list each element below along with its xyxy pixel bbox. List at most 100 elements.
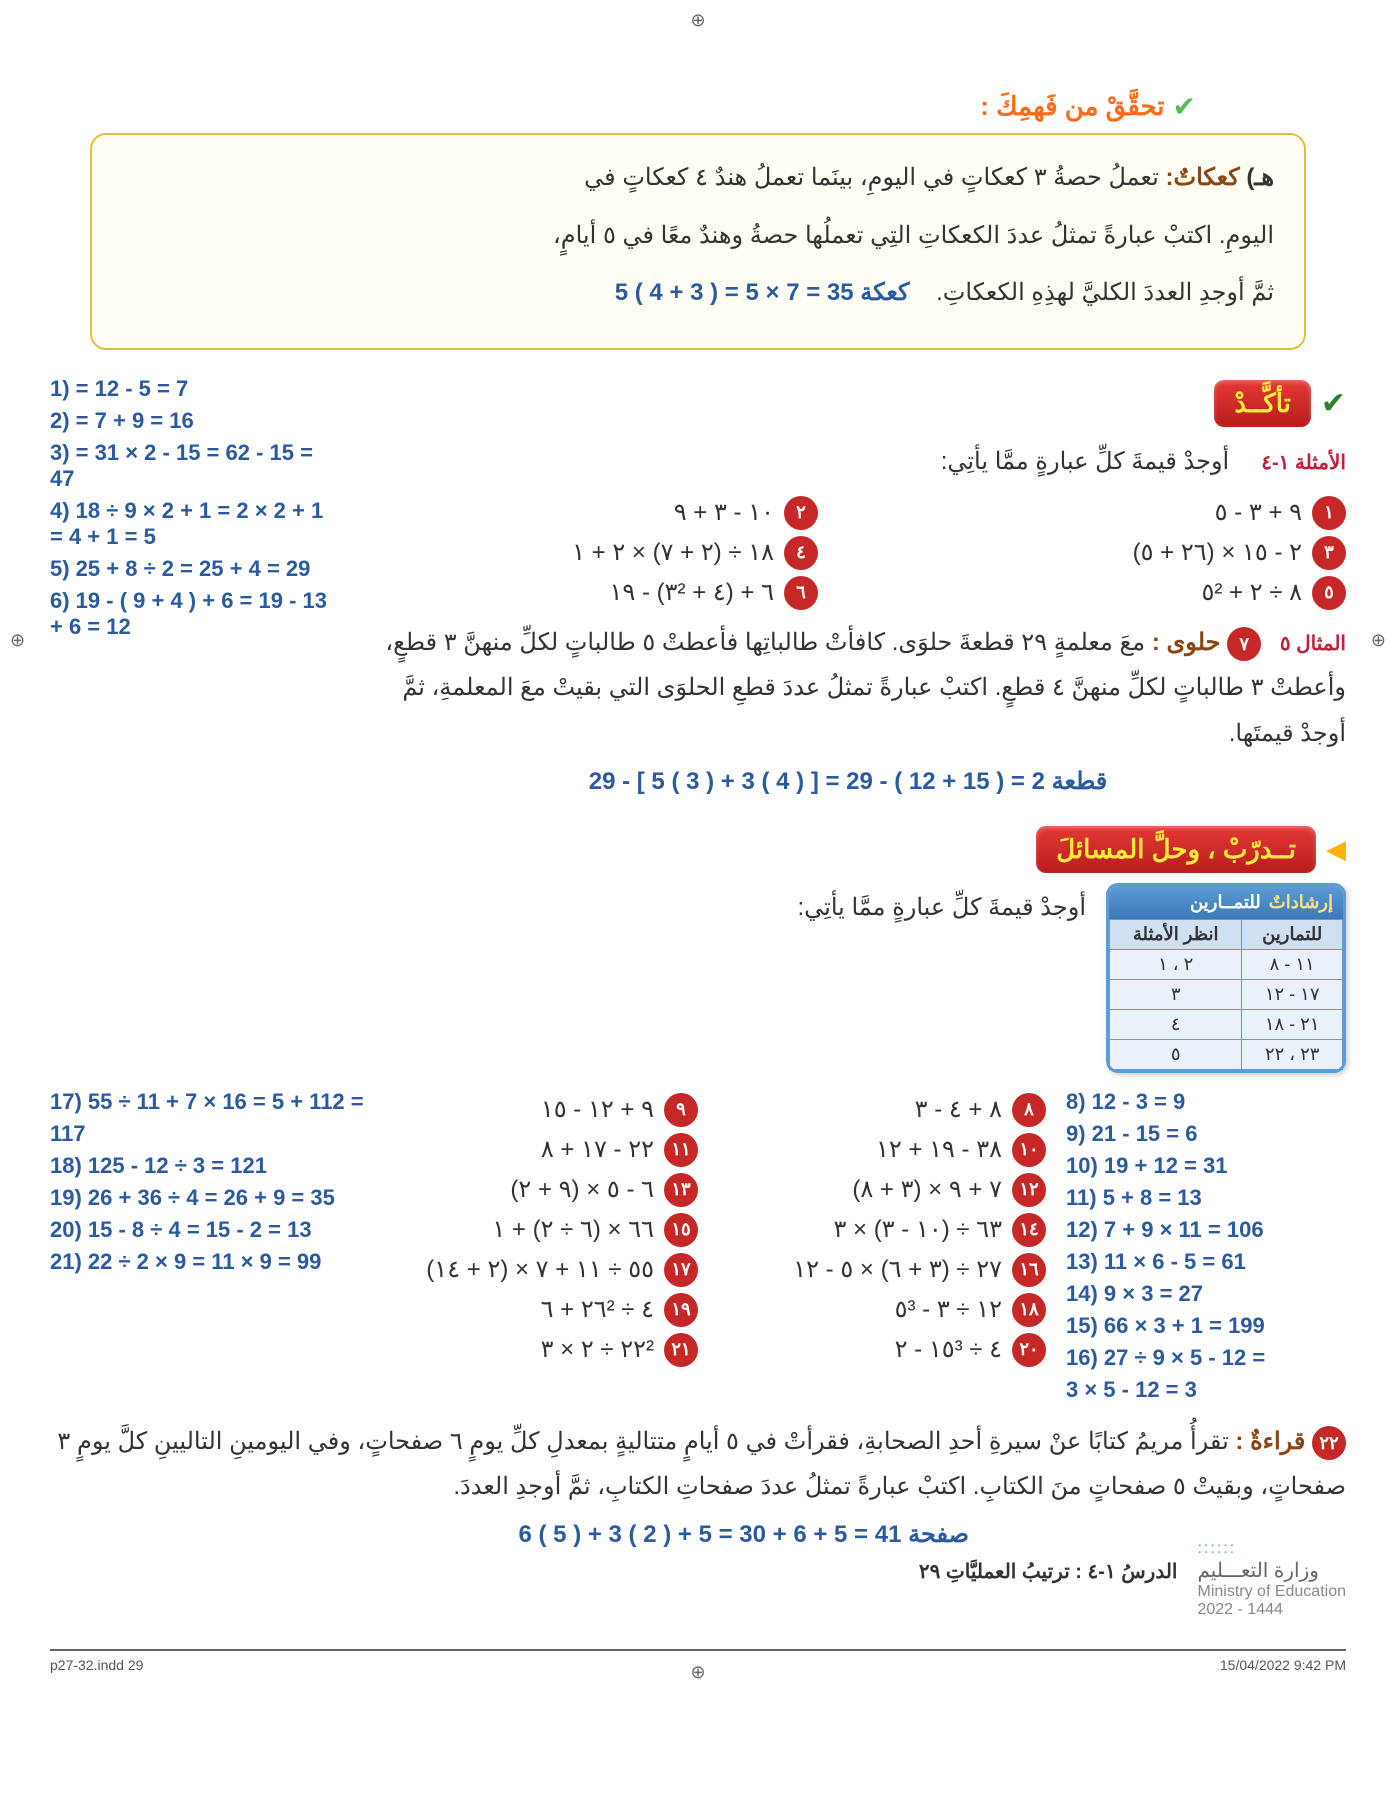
num-9: ٩ [664,1093,698,1127]
footer-right: 15/04/2022 9:42 PM [1220,1657,1346,1673]
expr-5: ٥² + ٨ ÷ ٢ [1201,578,1302,607]
expr-16: ٢٧ ÷ (٣ + ٦) × ٥ - ١٢ [793,1255,1002,1284]
taakad-grid: ١٩ + ٣ - ٥ ٢١٠ - ٣ + ٩ ٣(٢٦ + ٥) × ٢ - ١… [350,496,1346,610]
guide-table: للتمارينانظر الأمثلة ١١ - ٨٢ ، ١ ١٧ - ١٢… [1109,919,1343,1070]
num-13: ١٣ [664,1173,698,1207]
cakes-text2: اليومِ. اكتبْ عبارةً تمثلُ عددَ الكعكاتِ… [122,213,1274,259]
guide-irsh: إرشاداتٌ [1269,892,1333,913]
ministry-block: :::::: وزارة التعـــليم Ministry of Educ… [1197,1540,1346,1619]
tadarrab-instruction: أوجدْ قيمةَ كلِّ عبارةٍ ممَّا يأتِي: [310,893,1086,922]
num-7: ٧ [1227,627,1261,661]
ministry-dots: :::::: [1197,1540,1346,1558]
num-18: ١٨ [1012,1293,1046,1327]
footer-left: p27-32.indd 29 [50,1657,143,1673]
num-17: ١٧ [664,1253,698,1287]
ans-17b: 117 [50,1121,390,1147]
registration-mark: ⊕ [690,10,705,31]
guide-h1: للتمارين [1242,919,1343,949]
tadarrab-banner-row: ◀ تــدرّبْ ، وحلَّ المسائلَ [50,816,1346,883]
gr-2b: ٤ [1110,1009,1242,1039]
taakad-instruction: أوجدْ قيمةَ كلِّ عبارةٍ ممَّا يأتِي: [941,447,1230,476]
taakad-banner-row: ✔ تأكَّــدْ [350,370,1346,437]
letter-haa: هـ) [1246,164,1274,191]
ans-9: 9) 21 - 15 = 6 [1066,1121,1346,1147]
expr-21: ٢٢ ÷ ٢ × ٣² [541,1335,654,1364]
ans-16: 16) 27 ÷ 9 × 5 - 12 = [1066,1345,1346,1371]
cakes-text3: ثمَّ أوجدِ العددَ الكليَّ لهذِهِ الكعكات… [936,279,1274,306]
ans-12: 12) 7 + 9 × 11 = 106 [1066,1217,1346,1243]
num-14: ١٤ [1012,1213,1046,1247]
expr-13: (٩ + ٢) × ٦ - ٥ [510,1175,654,1204]
q22-answer: 6 ( 5 ) + 3 ( 2 ) + 5 = 30 + 6 + 5 = 41 … [519,1520,969,1549]
ans-5: 5) 25 + 8 ÷ 2 = 25 + 4 = 29 [50,556,330,582]
ans-21: 21) 22 ÷ 2 × 9 = 11 × 9 = 99 [50,1249,390,1275]
expr-12: ٧ + ٩ × (٣ + ٨) [852,1175,1002,1204]
gr-2a: ٢١ - ١٨ [1242,1009,1343,1039]
expr-2: ١٠ - ٣ + ٩ [674,498,774,527]
q22-label: قراءةٌ : [1235,1428,1305,1455]
expr-19: ٢٦ + ٦² ÷ ٤ [541,1295,654,1324]
ans-18: 18) 125 - 12 ÷ 3 = 121 [50,1153,390,1179]
num-8: ٨ [1012,1093,1046,1127]
examples-1-4-label: الأمثلة ١-٤ [1261,450,1346,475]
halwa-answer: 29 - [ 5 ( 3 ) + 3 ( 4 ) ] = 29 - ( 12 +… [589,767,1107,796]
num-6: ٦ [784,576,818,610]
example-5-label: المثال ٥ [1280,633,1346,655]
ans-19: 19) 26 + 36 ÷ 4 = 26 + 9 = 35 [50,1185,390,1211]
cakes-answer: كعكة 35 = 7 × 5 = ( 3 + 4 ) 5 [615,270,910,316]
expr-15: ٦٦ × (٦ ÷ ٢) + ١ [492,1215,654,1244]
gr-0b: ٢ ، ١ [1110,949,1242,979]
expr-18: ٥³ - ١٢ ÷ ٣ [895,1295,1002,1324]
check-understanding-header: ✔ تحقَّقْ من فَهمِكَ : [50,90,1196,123]
num-20: ٢٠ [1012,1333,1046,1367]
gr-1a: ١٧ - ١٢ [1242,979,1343,1009]
gr-3a: ٢٣ ، ٢٢ [1242,1039,1343,1069]
expr-9: ٩ + ١٢ - ١٥ [541,1095,654,1124]
ans-8: 8) 12 - 3 = 9 [1066,1089,1346,1115]
ans-10: 10) 19 + 12 = 31 [1066,1153,1346,1179]
tadarrab-grid: ٨٨ + ٤ - ٣ ٩٩ + ١٢ - ١٥ ١٠٣٨ - ١٩ + ١٢ ١… [410,1093,1046,1367]
expr-1: ٩ + ٣ - ٥ [1215,498,1302,527]
expr-6: ١٩ - (٣² + ٤) + ٦ [610,578,774,607]
check-understanding-box: هـ) كعكاتٌ: تعملُ حصةُ ٣ كعكاتٍ في اليوم… [90,133,1306,350]
ministry-year: 2022 - 1444 [1197,1601,1282,1618]
ministry-en: Ministry of Education [1197,1583,1346,1600]
expr-20: ١٥ - ٢³ ÷ ٤ [895,1335,1002,1364]
ans-17: 17) 55 ÷ 11 + 7 × 16 = 5 + 112 = [50,1089,390,1115]
lesson-ref: الدرسُ ١-٤ : ترتيبُ العمليَّاتِ ٢٩ [919,1561,1178,1583]
left-answers-top: 1) = 12 - 5 = 7 2) = 7 + 9 = 16 3) = 31 … [50,370,330,646]
ans-20: 20) 15 - 8 ÷ 4 = 15 - 2 = 13 [50,1217,390,1243]
expr-4: ١٨ ÷ (٢ + ٧) × ٢ + ١ [572,538,774,567]
guide-box: إرشاداتٌ للتمــارين للتمارينانظر الأمثلة… [1106,883,1346,1073]
expr-8: ٨ + ٤ - ٣ [915,1095,1002,1124]
num-12: ١٢ [1012,1173,1046,1207]
guide-h2: انظر الأمثلة [1110,919,1242,949]
check-title: تحقَّقْ من فَهمِكَ : [980,91,1164,122]
ans-3: 3) = 31 × 2 - 15 = 62 - 15 = 47 [50,440,330,492]
ans-16b: 3 × 5 - 12 = 3 [1066,1377,1346,1403]
cakes-text1: تعملُ حصةُ ٣ كعكاتٍ في اليومِ، بينَما تع… [584,164,1159,191]
taakad-check-icon: ✔ [1321,386,1346,421]
gr-1b: ٣ [1110,979,1242,1009]
expr-17: ٥٥ ÷ ١١ + ٧ × (٢ + ١٤) [426,1255,654,1284]
num-11: ١١ [664,1133,698,1167]
guide-title: للتمــارين [1190,892,1261,913]
num-4: ٤ [784,536,818,570]
tadarrab-banner: تــدرّبْ ، وحلَّ المسائلَ [1036,826,1316,873]
num-16: ١٦ [1012,1253,1046,1287]
q22: ٢٢ قراءةٌ : تقرأُ مريمُ كتابًا عنْ سيرةِ… [50,1419,1346,1510]
ans-11: 11) 5 + 8 = 13 [1066,1185,1346,1211]
gr-3b: ٥ [1110,1039,1242,1069]
taakad-banner: تأكَّــدْ [1214,380,1310,427]
left-answers-bottom: 8) 12 - 3 = 9 9) 21 - 15 = 6 10) 19 + 12… [1066,1083,1346,1409]
num-15: ١٥ [664,1213,698,1247]
cakes-label: كعكاتٌ: [1165,164,1239,191]
registration-mark-right: ⊕ [1371,630,1386,651]
ans-13: 13) 11 × 6 - 5 = 61 [1066,1249,1346,1275]
num-3: ٣ [1312,536,1346,570]
num-19: ١٩ [664,1293,698,1327]
ans-4: 4) 18 ÷ 9 × 2 + 1 = 2 × 2 + 1 = 4 + 1 = … [50,498,330,550]
q22-text: تقرأُ مريمُ كتابًا عنْ سيرةِ أحدِ الصحاب… [57,1428,1346,1501]
num-22: ٢٢ [1312,1426,1346,1460]
ans-15: 15) 66 × 3 + 1 = 199 [1066,1313,1346,1339]
